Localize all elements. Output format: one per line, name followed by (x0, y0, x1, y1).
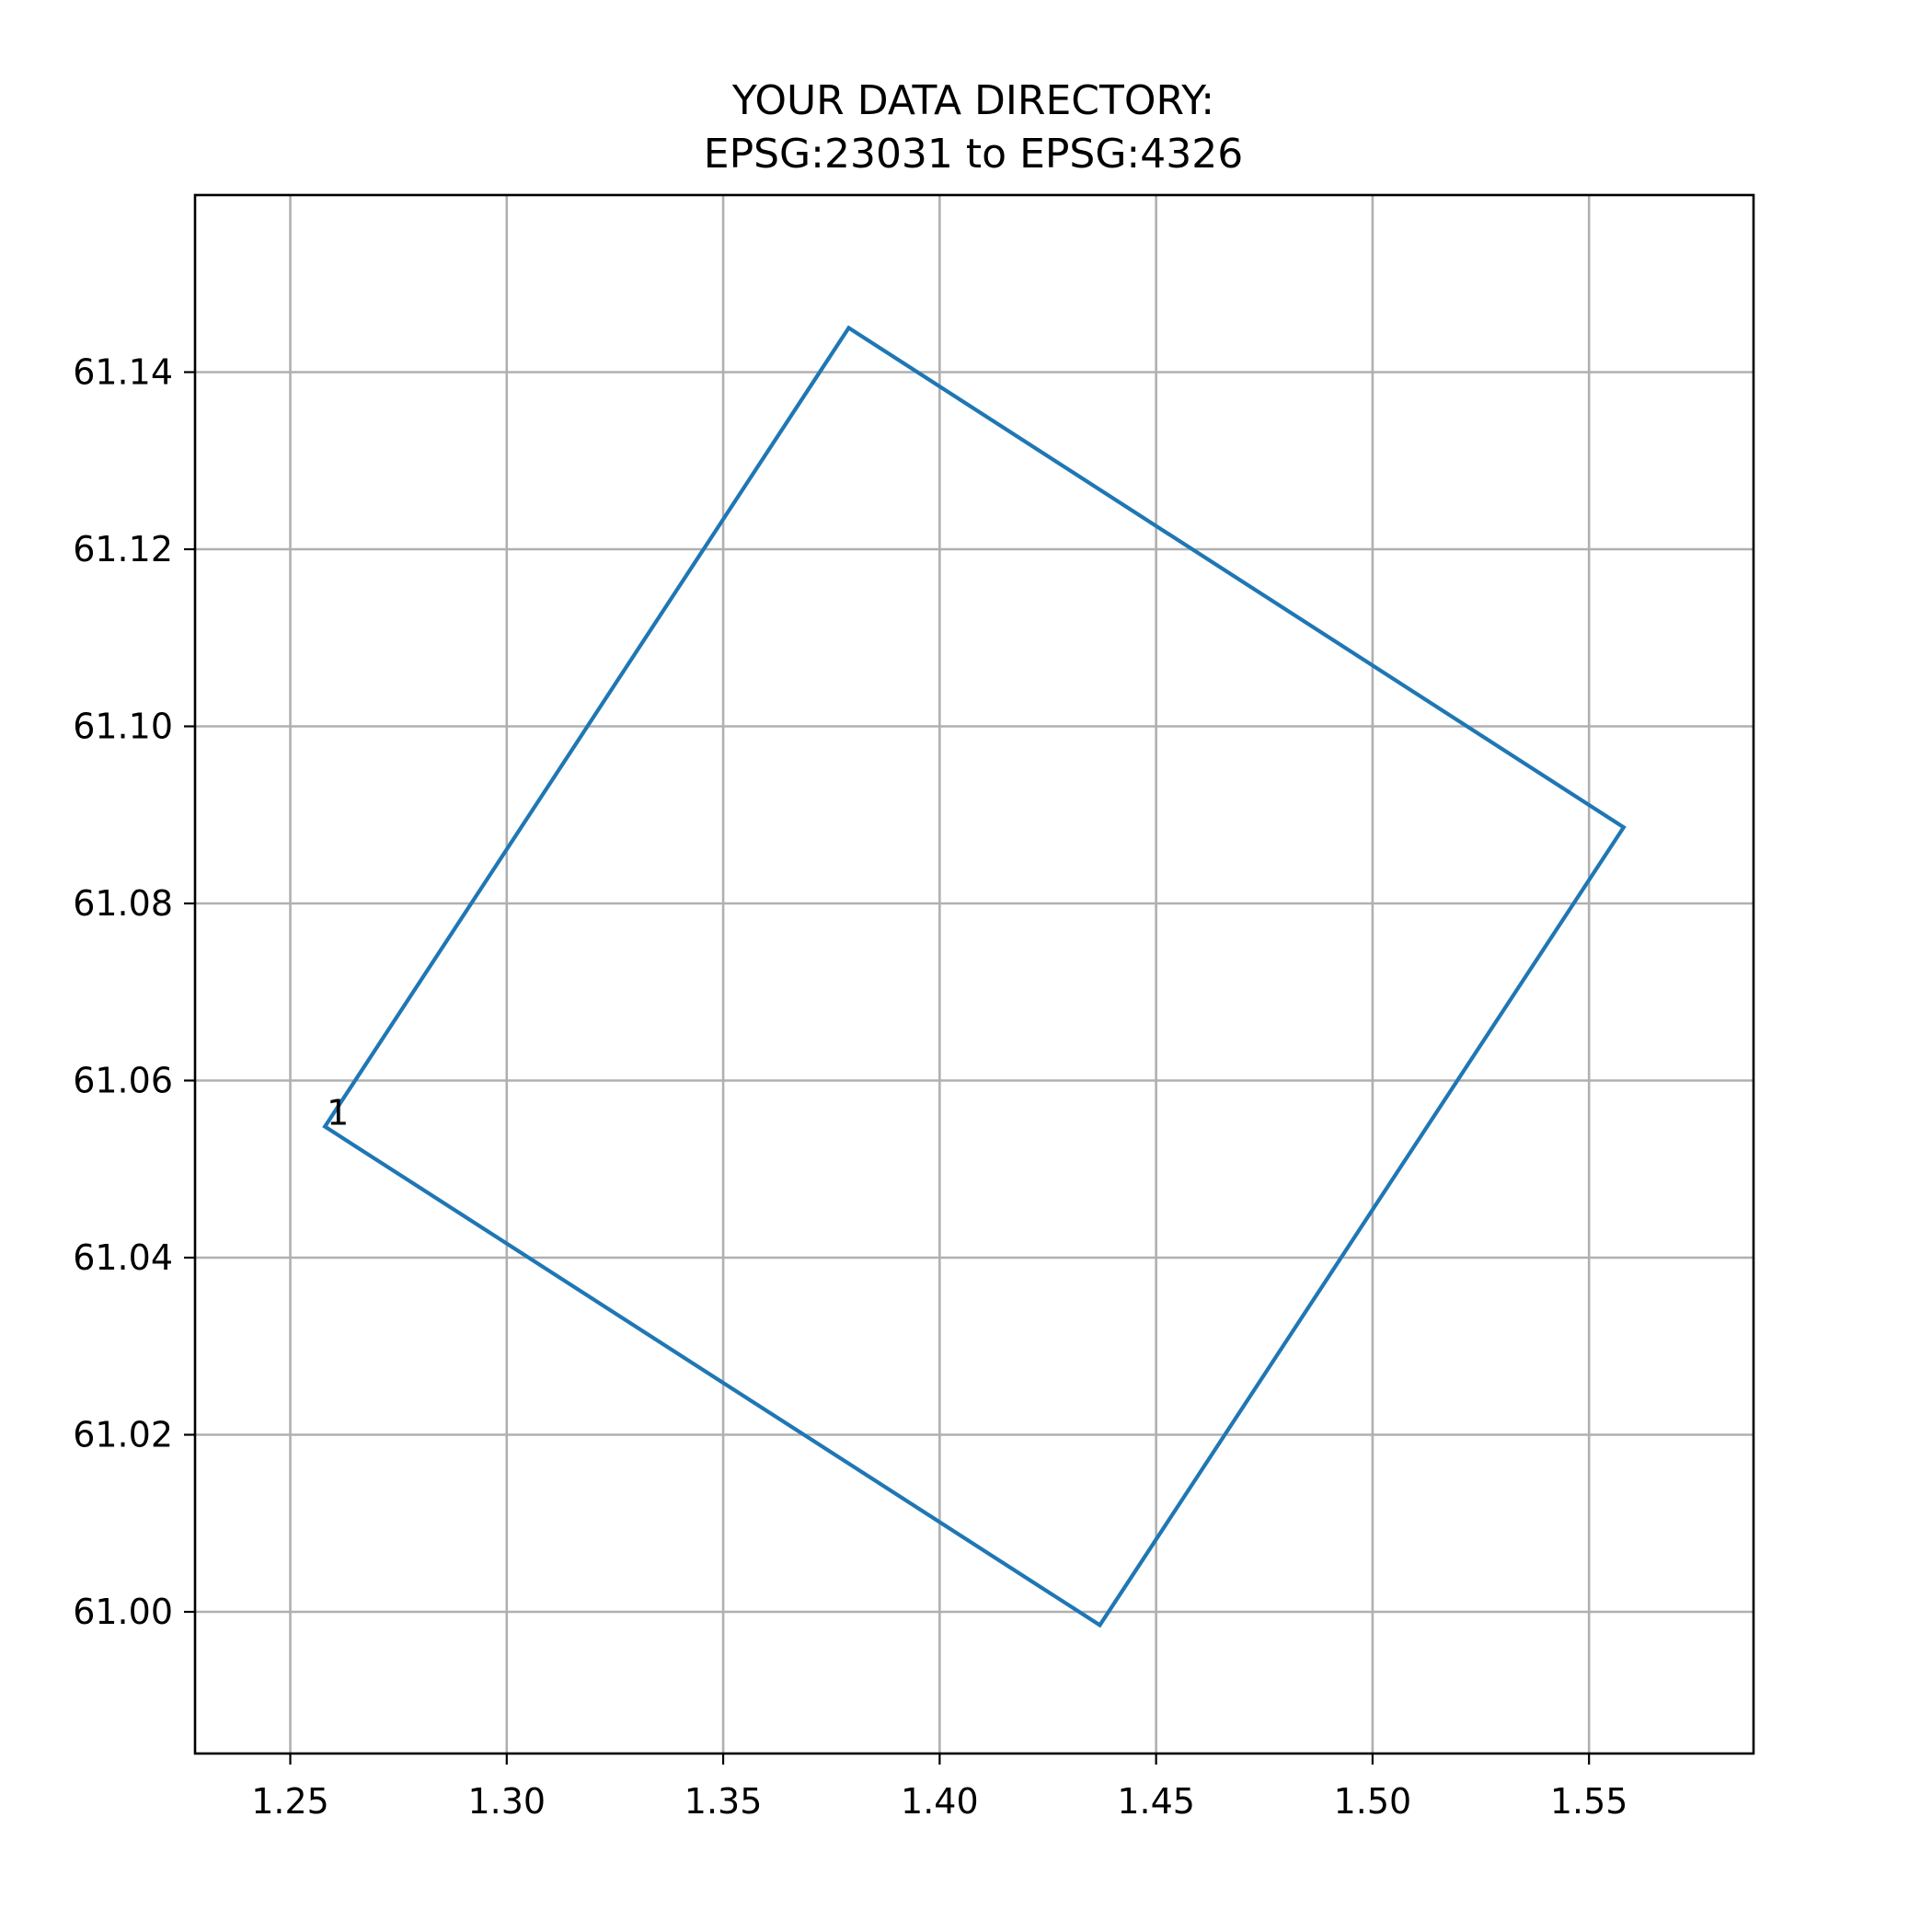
y-tick-label: 61.04 (73, 1237, 173, 1278)
y-tick-label: 61.10 (73, 707, 173, 747)
x-tick-label: 1.25 (251, 1781, 329, 1822)
point-annotation: 1 (327, 1093, 349, 1133)
x-tick-label: 1.40 (901, 1781, 979, 1822)
x-tick-label: 1.45 (1117, 1781, 1195, 1822)
axes-frame (193, 193, 1755, 1755)
series-line (322, 325, 1627, 1628)
x-tick-label: 1.50 (1334, 1781, 1412, 1822)
y-tick-label: 61.00 (73, 1592, 173, 1632)
y-tick-label: 61.06 (73, 1061, 173, 1101)
chart-title-line-1: YOUR DATA DIRECTORY: (731, 77, 1214, 124)
plot-area (322, 325, 1627, 1628)
ticks: 1.25 1.30 1.35 1.40 1.45 1.50 1.55 61.00 61.02 61… (73, 352, 1627, 1823)
chart-title-line-2: EPSG:23031 to EPSG:4326 (704, 131, 1243, 178)
x-tick-label: 1.35 (684, 1781, 763, 1822)
y-tick-label: 61.02 (73, 1415, 173, 1455)
annotations: 1 (327, 1093, 349, 1133)
grid (195, 195, 1754, 1754)
y-tick-label: 61.08 (73, 883, 173, 924)
y-tick-label: 61.12 (73, 529, 173, 569)
y-tick-label: 61.14 (73, 352, 173, 393)
x-tick-label: 1.55 (1550, 1781, 1628, 1822)
x-tick-label: 1.30 (467, 1781, 546, 1822)
